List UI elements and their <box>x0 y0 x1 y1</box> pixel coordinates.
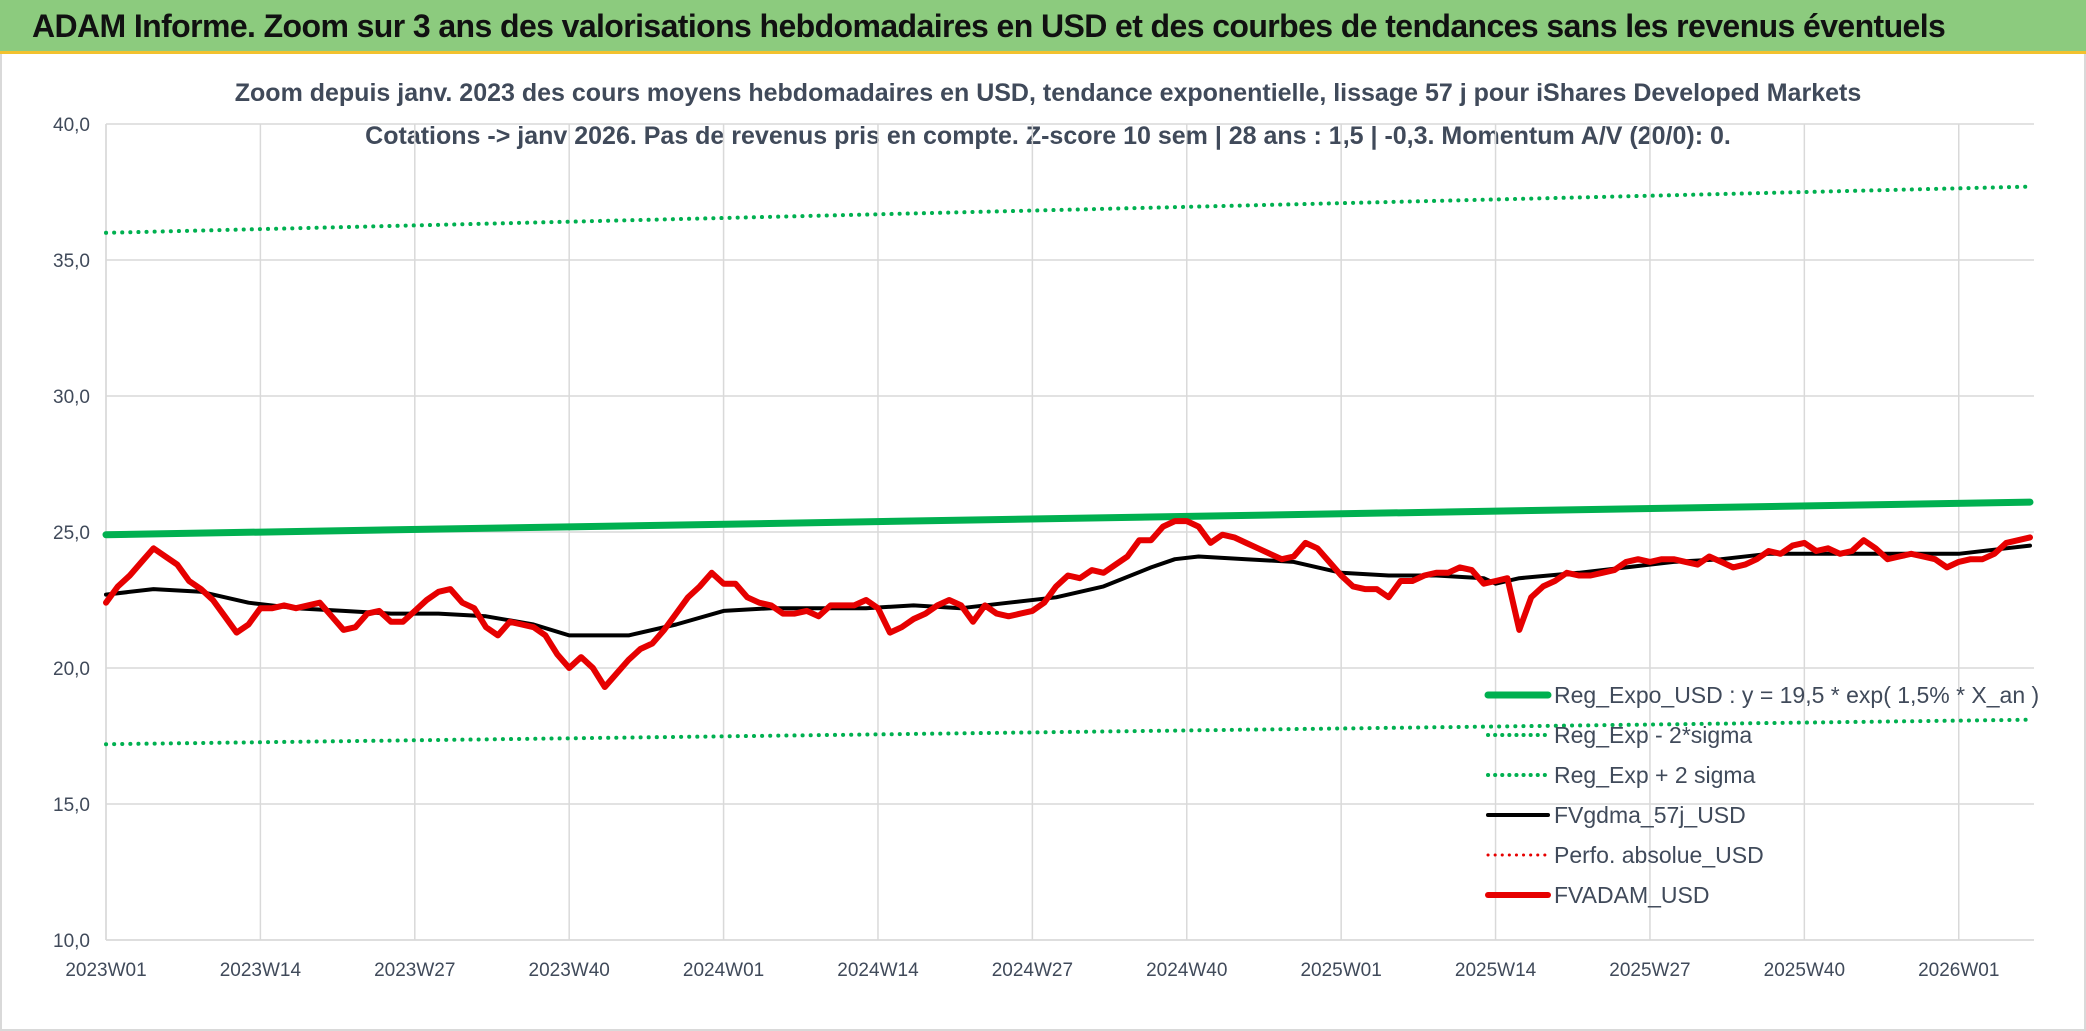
x-tick-label: 2023W01 <box>65 960 146 981</box>
x-tick-label: 2024W40 <box>1146 960 1227 981</box>
x-tick-label: 2025W40 <box>1764 960 1845 981</box>
y-axis-ticks: 10,0 15,0 20,0 25,0 30,0 35,0 40,0 <box>53 115 90 952</box>
x-tick-label: 2023W14 <box>220 960 302 981</box>
x-tick-label: 2023W27 <box>374 960 455 981</box>
x-tick-label: 2025W27 <box>1609 960 1690 981</box>
x-tick-label: 2024W27 <box>992 960 1073 981</box>
series-reg-expo-line <box>102 498 2034 539</box>
chart-title-line-1: Zoom depuis janv. 2023 des cours moyens … <box>235 79 1861 107</box>
chart-frame: Zoom depuis janv. 2023 des cours moyens … <box>0 54 2086 1031</box>
y-tick-label: 15,0 <box>53 795 90 816</box>
x-tick-label: 2023W40 <box>529 960 610 981</box>
y-tick-label: 25,0 <box>53 523 90 544</box>
legend-item-fvgdma-57j-label: FVgdma_57j_USD <box>1554 802 1746 828</box>
y-tick-label: 30,0 <box>53 387 90 408</box>
y-tick-label: 10,0 <box>53 931 90 952</box>
series-reg-minus-2sigma-line <box>104 717 2032 747</box>
legend-item-reg-plus-2sigma-label: Reg_Exp + 2 sigma <box>1554 762 1756 788</box>
legend-item-reg-expo-label: Reg_Expo_USD : y = 19,5 * exp( 1,5% * X_… <box>1554 682 2039 708</box>
y-tick-label: 40,0 <box>53 115 90 136</box>
report-header: ADAM Informe. Zoom sur 3 ans des valoris… <box>0 0 2086 54</box>
series-reg-plus-2sigma-line <box>104 184 2032 235</box>
x-axis-ticks: 2023W01 2023W14 2023W27 2023W40 2024W01 2024W… <box>65 960 1999 981</box>
legend-item-perfo-absolue-label: Perfo. absolue_USD <box>1554 842 1764 868</box>
line-chart: Zoom depuis janv. 2023 des cours moyens … <box>53 79 2039 981</box>
x-tick-label: 2025W01 <box>1300 960 1381 981</box>
legend-item-reg-minus-2sigma-label: Reg_Exp - 2*sigma <box>1554 722 1752 748</box>
series-fvadam-line <box>103 518 2033 690</box>
series-layer <box>102 184 2034 747</box>
x-tick-label: 2025W14 <box>1455 960 1537 981</box>
x-tick-label: 2026W01 <box>1918 960 1999 981</box>
chart-title-line-2: Cotations -> janv 2026. Pas de revenus p… <box>365 122 1731 150</box>
report-title: ADAM Informe. Zoom sur 3 ans des valoris… <box>32 8 1946 44</box>
x-tick-label: 2024W14 <box>837 960 919 981</box>
legend: Reg_Expo_USD : y = 19,5 * exp( 1,5% * X_… <box>1484 682 2039 908</box>
legend-item-fvadam-label: FVADAM_USD <box>1554 882 1710 908</box>
y-tick-label: 35,0 <box>53 251 90 272</box>
x-gridlines <box>105 124 2034 941</box>
x-tick-label: 2024W01 <box>683 960 764 981</box>
y-tick-label: 20,0 <box>53 659 90 680</box>
